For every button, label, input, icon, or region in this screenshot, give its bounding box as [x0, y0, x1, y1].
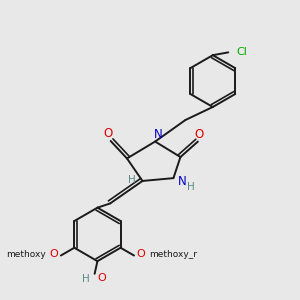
Text: O: O — [195, 128, 204, 141]
Text: O: O — [137, 249, 146, 259]
Text: methoxy: methoxy — [6, 250, 45, 259]
Text: Cl: Cl — [237, 47, 248, 57]
Text: H: H — [187, 182, 195, 192]
Text: O: O — [97, 273, 106, 283]
Text: N: N — [154, 128, 162, 141]
Text: N: N — [178, 175, 186, 188]
Text: O: O — [49, 249, 58, 259]
Text: methoxy_r: methoxy_r — [149, 250, 197, 259]
Text: H: H — [82, 274, 90, 284]
Text: H: H — [128, 175, 136, 184]
Text: O: O — [104, 128, 113, 140]
